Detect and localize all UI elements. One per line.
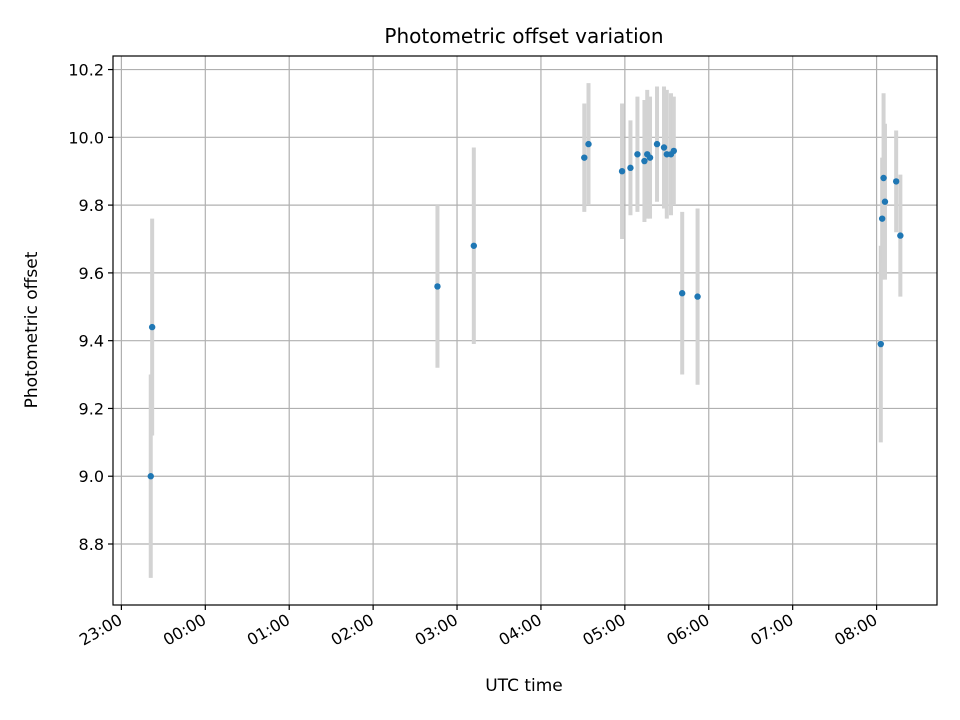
x-tick-label: 23:00 — [76, 610, 125, 650]
y-tick-label: 9.2 — [79, 399, 104, 418]
x-tick-label: 07:00 — [747, 610, 796, 650]
data-point — [618, 168, 626, 175]
chart-title: Photometric offset variation — [384, 24, 663, 48]
data-point — [434, 283, 441, 290]
data-point — [148, 323, 156, 331]
x-tick-label: 08:00 — [831, 610, 880, 650]
x-tick-label: 00:00 — [160, 610, 209, 650]
data-point — [581, 154, 588, 161]
y-tick-label: 9.8 — [79, 196, 104, 215]
data-point — [660, 144, 668, 151]
data-point — [470, 242, 478, 249]
data-point — [880, 174, 887, 182]
data-points — [147, 140, 904, 480]
x-tick-label: 04:00 — [496, 610, 545, 650]
data-point — [641, 157, 648, 165]
data-point — [585, 140, 592, 148]
data-point — [646, 154, 654, 161]
x-tick-label: 03:00 — [412, 610, 461, 650]
data-point — [147, 473, 154, 480]
x-tick-label: 01:00 — [244, 610, 293, 650]
data-point — [634, 151, 641, 158]
x-tick-label: 05:00 — [579, 610, 628, 650]
y-tick-label: 10.0 — [68, 128, 104, 147]
data-point — [881, 198, 889, 205]
y-axis-label: Photometric offset — [22, 251, 42, 408]
x-axis-label: UTC time — [485, 676, 563, 696]
data-point — [670, 147, 678, 155]
y-tick-label: 8.8 — [79, 535, 104, 554]
data-point — [892, 178, 900, 185]
x-tick-label: 02:00 — [328, 610, 377, 650]
data-point — [878, 215, 886, 222]
data-point — [694, 293, 701, 300]
grid-lines — [113, 56, 937, 605]
data-point — [653, 140, 661, 148]
error-bars — [148, 83, 903, 578]
y-tick-label: 9.6 — [79, 264, 104, 283]
y-tick-label: 10.2 — [68, 61, 104, 80]
y-tick-label: 9.0 — [79, 467, 104, 486]
data-point — [897, 232, 904, 239]
x-tick-label: 06:00 — [663, 610, 712, 650]
data-point — [627, 164, 634, 172]
data-point — [877, 340, 884, 348]
data-point — [678, 290, 686, 297]
y-tick-label: 9.4 — [79, 332, 104, 351]
plot-frame — [112, 55, 938, 606]
